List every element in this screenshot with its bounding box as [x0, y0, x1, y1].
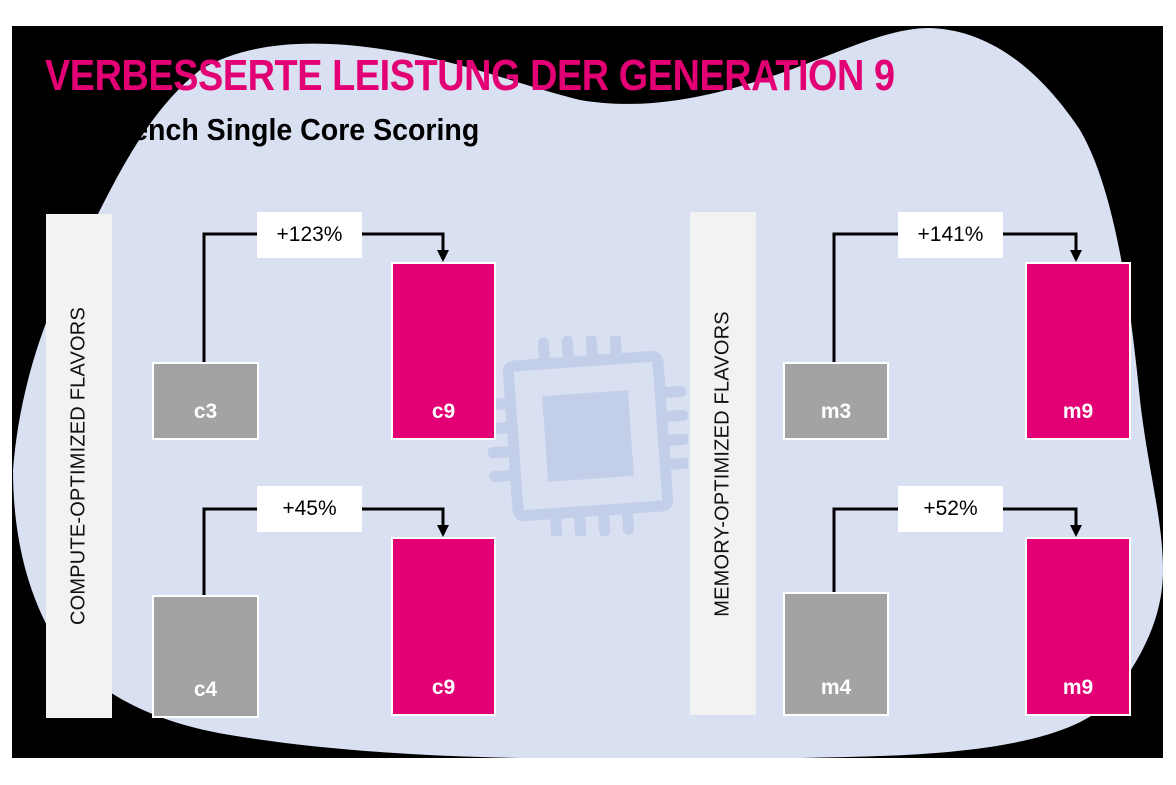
- change-label: +45%: [257, 486, 362, 532]
- bar-gen9: c9: [391, 262, 496, 440]
- cpu-chip-icon: [488, 336, 688, 536]
- bar-label: m9: [1062, 400, 1094, 423]
- group-label-memory: MEMORY-OPTIMIZED FLAVORS: [690, 212, 756, 715]
- bar-label: m3: [820, 400, 852, 423]
- group-label-text: MEMORY-OPTIMIZED FLAVORS: [711, 310, 734, 617]
- bar-label: c9: [431, 676, 456, 699]
- change-label: +123%: [257, 212, 362, 258]
- change-label: +141%: [898, 212, 1003, 258]
- bar-gen9: m9: [1025, 537, 1131, 716]
- bar-label: c9: [431, 400, 456, 423]
- page-title: VERBESSERTE LEISTUNG DER GENERATION 9: [45, 51, 895, 100]
- bar-baseline: m4: [783, 592, 889, 716]
- bar-gen9: m9: [1025, 262, 1131, 440]
- bar-label: c3: [193, 400, 218, 423]
- change-label: +52%: [898, 486, 1003, 532]
- bar-baseline: m3: [783, 362, 889, 440]
- group-label-text: COMPUTE-OPTIMIZED FLAVORS: [67, 307, 90, 625]
- bar-baseline: c3: [152, 362, 259, 440]
- bar-baseline: c4: [152, 595, 259, 718]
- bar-label: m9: [1062, 676, 1094, 699]
- bar-label: m4: [820, 676, 852, 699]
- bar-gen9: c9: [391, 537, 496, 716]
- bar-label: c4: [193, 678, 218, 701]
- group-label-compute: COMPUTE-OPTIMIZED FLAVORS: [46, 214, 112, 718]
- chart-subtitle: Geekbench Single Core Scoring: [45, 112, 480, 147]
